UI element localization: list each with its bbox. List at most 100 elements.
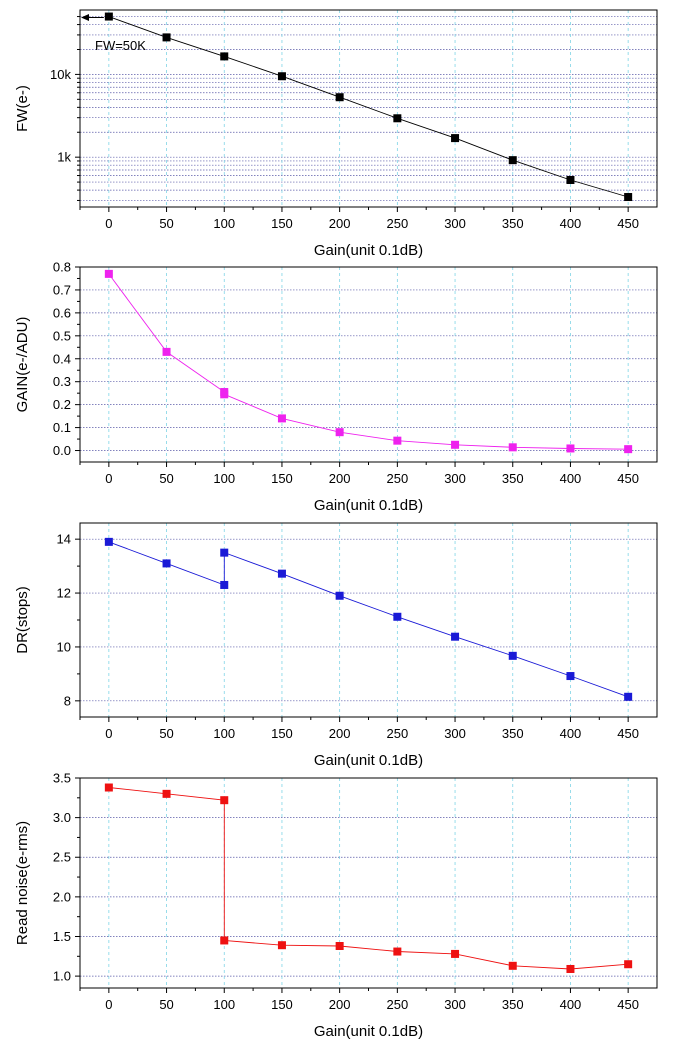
x-tick-label: 400	[560, 997, 582, 1012]
x-tick-label: 100	[213, 471, 235, 486]
data-point	[277, 414, 286, 423]
x-tick-label: 50	[159, 997, 173, 1012]
y-tick-label: 0.1	[53, 420, 71, 435]
x-tick-label: 350	[502, 471, 524, 486]
x-tick-label: 150	[271, 471, 293, 486]
y-axis-title: Read noise(e-rms)	[14, 821, 31, 945]
data-point	[508, 961, 517, 970]
x-tick-label: 100	[213, 216, 235, 231]
data-point	[335, 428, 344, 437]
y-tick-label: 2.5	[53, 850, 71, 865]
data-point	[451, 440, 460, 449]
y-tick-label: 0.0	[53, 443, 71, 458]
x-tick-label: 150	[271, 997, 293, 1012]
x-tick-label: 50	[159, 216, 173, 231]
x-tick-label: 450	[617, 471, 639, 486]
data-point	[104, 783, 113, 792]
y-tick-label: 10	[57, 639, 71, 654]
x-tick-label: 0	[105, 471, 112, 486]
data-point	[624, 193, 633, 202]
data-point	[162, 33, 171, 42]
x-axis-title: Gain(unit 0.1dB)	[314, 752, 423, 769]
data-point	[624, 960, 633, 969]
y-tick-label: 2.0	[53, 889, 71, 904]
chart-gain: 0 50 100 150 200 250 300 350 400 450 0.0 0.1 0.2 0.3 0…	[14, 260, 658, 514]
data-point	[393, 947, 402, 956]
data-point	[335, 93, 344, 102]
data-point	[508, 443, 517, 452]
x-axis-title: Gain(unit 0.1dB)	[314, 497, 423, 514]
y-tick-label: 3.0	[53, 810, 71, 825]
y-tick-label: 0.2	[53, 397, 71, 412]
x-tick-label: 350	[502, 726, 524, 741]
y-tick-label: 10k	[50, 67, 71, 82]
data-point	[104, 537, 113, 546]
data-point	[335, 942, 344, 950]
x-tick-label: 200	[329, 216, 351, 231]
data-point	[277, 941, 286, 950]
y-axis-title: DR(stops)	[14, 586, 31, 654]
x-tick-label: 300	[444, 471, 466, 486]
y-tick-label: 12	[57, 586, 71, 601]
y-tick-label: 8	[64, 693, 71, 708]
data-point	[393, 114, 402, 123]
data-point	[566, 964, 575, 973]
data-point	[624, 445, 633, 454]
y-tick-label: 1.0	[53, 969, 71, 984]
series-line	[108, 541, 629, 698]
y-axis-title: GAIN(e-/ADU)	[14, 317, 31, 413]
data-point	[277, 569, 286, 578]
y-tick-label: 0.8	[53, 260, 71, 275]
data-point	[508, 651, 517, 660]
chart-fw: 0 50 100 150 200 250 300 350 400 450 1k 10k Gain(uni…	[14, 9, 658, 259]
y-tick-label: 0.5	[53, 328, 71, 343]
data-point	[624, 692, 633, 701]
data-point	[508, 156, 517, 165]
y-tick-label: 3.5	[53, 771, 71, 786]
x-tick-label: 200	[329, 471, 351, 486]
x-tick-label: 450	[617, 216, 639, 231]
x-tick-label: 450	[617, 726, 639, 741]
data-point	[451, 949, 460, 958]
x-tick-label: 250	[386, 997, 408, 1012]
x-axis-title: Gain(unit 0.1dB)	[314, 1023, 423, 1040]
x-tick-label: 300	[444, 216, 466, 231]
y-tick-label: 14	[57, 532, 71, 547]
x-tick-label: 100	[213, 997, 235, 1012]
x-tick-label: 300	[444, 997, 466, 1012]
x-tick-label: 200	[329, 726, 351, 741]
data-point	[220, 52, 229, 61]
y-tick-label: 0.3	[53, 374, 71, 389]
data-point	[451, 632, 460, 641]
x-tick-label: 350	[502, 216, 524, 231]
data-point	[393, 612, 402, 621]
series-line	[108, 16, 629, 198]
data-point	[162, 789, 171, 798]
x-tick-label: 400	[560, 471, 582, 486]
x-axis-title: Gain(unit 0.1dB)	[314, 242, 423, 259]
data-point	[220, 390, 229, 399]
x-tick-label: 450	[617, 997, 639, 1012]
y-tick-label: 1k	[57, 150, 71, 165]
chart-dr: 0 50 100 150 200 250 300 350 400 450 8 10 12 14 Gain(u…	[14, 522, 658, 769]
chart-noise: 0 50 100 150 200 250 300 350 400 450 1.0 1.5 2.0 2.5 3…	[14, 771, 658, 1040]
x-tick-label: 50	[159, 726, 173, 741]
data-point	[162, 559, 171, 568]
data-point	[277, 72, 286, 81]
x-tick-label: 250	[386, 216, 408, 231]
x-tick-label: 0	[105, 997, 112, 1012]
y-axis-title: FW(e-)	[14, 85, 31, 132]
x-tick-label: 250	[386, 726, 408, 741]
x-tick-label: 300	[444, 726, 466, 741]
x-tick-label: 400	[560, 726, 582, 741]
x-tick-label: 150	[271, 726, 293, 741]
series-line	[108, 273, 629, 450]
data-point	[451, 134, 460, 143]
data-point	[220, 580, 229, 589]
data-point	[220, 796, 229, 805]
y-tick-label: 0.4	[53, 351, 71, 366]
data-point	[566, 672, 575, 681]
x-tick-label: 100	[213, 726, 235, 741]
data-point	[393, 436, 402, 445]
